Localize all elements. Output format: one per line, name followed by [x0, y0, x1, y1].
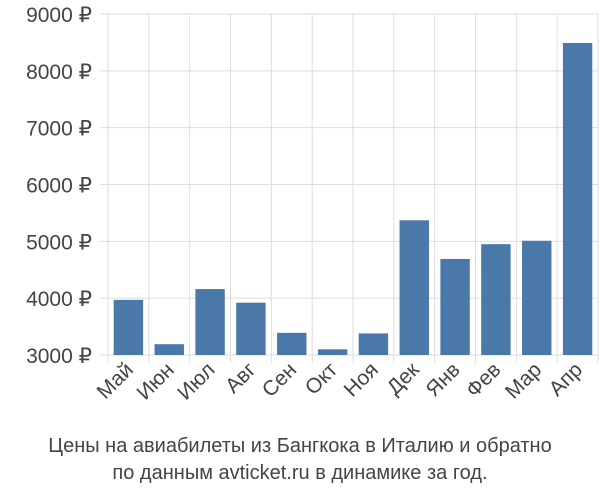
x-tick-label: Окт [301, 358, 343, 400]
x-tick-label: Фев [462, 358, 506, 402]
bar [317, 349, 348, 355]
x-tick-label: Сен [258, 358, 301, 401]
y-tick-label: 5000 ₽ [26, 231, 92, 254]
y-tick-label: 4000 ₽ [26, 288, 92, 311]
bar [481, 244, 511, 355]
bar [440, 258, 470, 355]
x-tick-label: Апр [545, 358, 587, 400]
y-tick-label: 9000 ₽ [26, 4, 92, 27]
bar [113, 299, 144, 355]
bar [277, 332, 307, 355]
y-axis-ticks: 3000 ₽ 4000 ₽ 5000 ₽ 6000 ₽ 7000 ₽ 8000 ₽ 9000… [26, 4, 92, 368]
x-tick-label: Янв [422, 358, 465, 401]
bar [154, 344, 184, 355]
y-tick-label: 3000 ₽ [26, 345, 92, 368]
x-tick-label: Ноя [340, 358, 383, 401]
grid [100, 13, 599, 363]
chart-caption-line-1: Цены на авиабилеты из Бангкока в Италию … [48, 435, 552, 457]
y-tick-label: 8000 ₽ [26, 61, 92, 84]
y-tick-label: 6000 ₽ [26, 175, 92, 198]
bar [399, 220, 429, 355]
x-tick-label: Июл [173, 358, 219, 404]
x-tick-label: Дек [383, 358, 425, 400]
bar [562, 42, 593, 356]
x-tick-label: Май [93, 358, 138, 403]
bar [195, 289, 225, 355]
x-tick-label: Авг [221, 358, 261, 398]
y-tick-label: 7000 ₽ [26, 118, 92, 141]
bar [236, 302, 266, 355]
price-bar-chart: 3000 ₽ 4000 ₽ 5000 ₽ 6000 ₽ 7000 ₽ 8000 ₽ 9000… [26, 4, 599, 405]
bar [522, 240, 552, 355]
x-tick-label: Июн [133, 358, 179, 404]
bar [358, 333, 389, 355]
chart-caption-line-2: по данным avticket.ru в динамике за год. [112, 462, 488, 484]
bars [113, 42, 593, 356]
x-tick-label: Мар [501, 358, 546, 403]
